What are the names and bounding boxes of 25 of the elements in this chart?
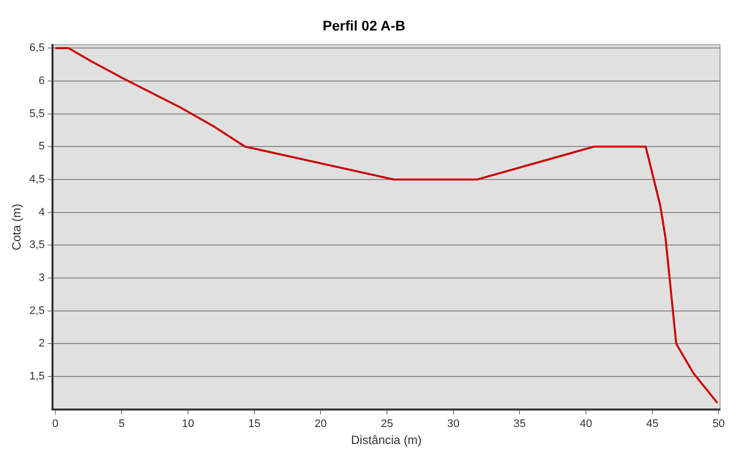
x-tick-label: 25 [380,418,394,430]
x-axis-title: Distância (m) [351,433,422,448]
y-tick-label: 5 [38,140,45,153]
x-tick-label: 15 [248,418,260,430]
y-tick-label: 1,5 [29,370,45,383]
y-tick-label: 6 [38,74,45,87]
x-tick-label: 30 [447,418,460,430]
y-tick-label: 5,5 [29,108,45,120]
x-tick-label: 5 [118,418,125,430]
x-tick-label: 50 [712,418,725,430]
x-tick-label: 20 [314,418,327,430]
y-tick-label: 3,5 [29,239,45,252]
y-tick-label: 2 [38,338,45,350]
x-tick-label: 45 [646,418,658,430]
x-tick-label: 35 [514,418,526,430]
y-tick-label: 4 [38,206,45,218]
x-tick-label: 0 [52,418,58,430]
chart-title: Perfil 02 A-B [322,17,406,34]
x-tick-label: 40 [580,418,592,430]
y-tick-label: 4,5 [29,174,45,186]
x-tick-label: 10 [182,418,194,430]
y-tick-label: 2,5 [29,304,45,317]
y-tick-label: 3 [38,272,45,284]
y-axis-title: Cota (m) [10,204,24,250]
y-tick-label: 6,5 [29,42,45,54]
